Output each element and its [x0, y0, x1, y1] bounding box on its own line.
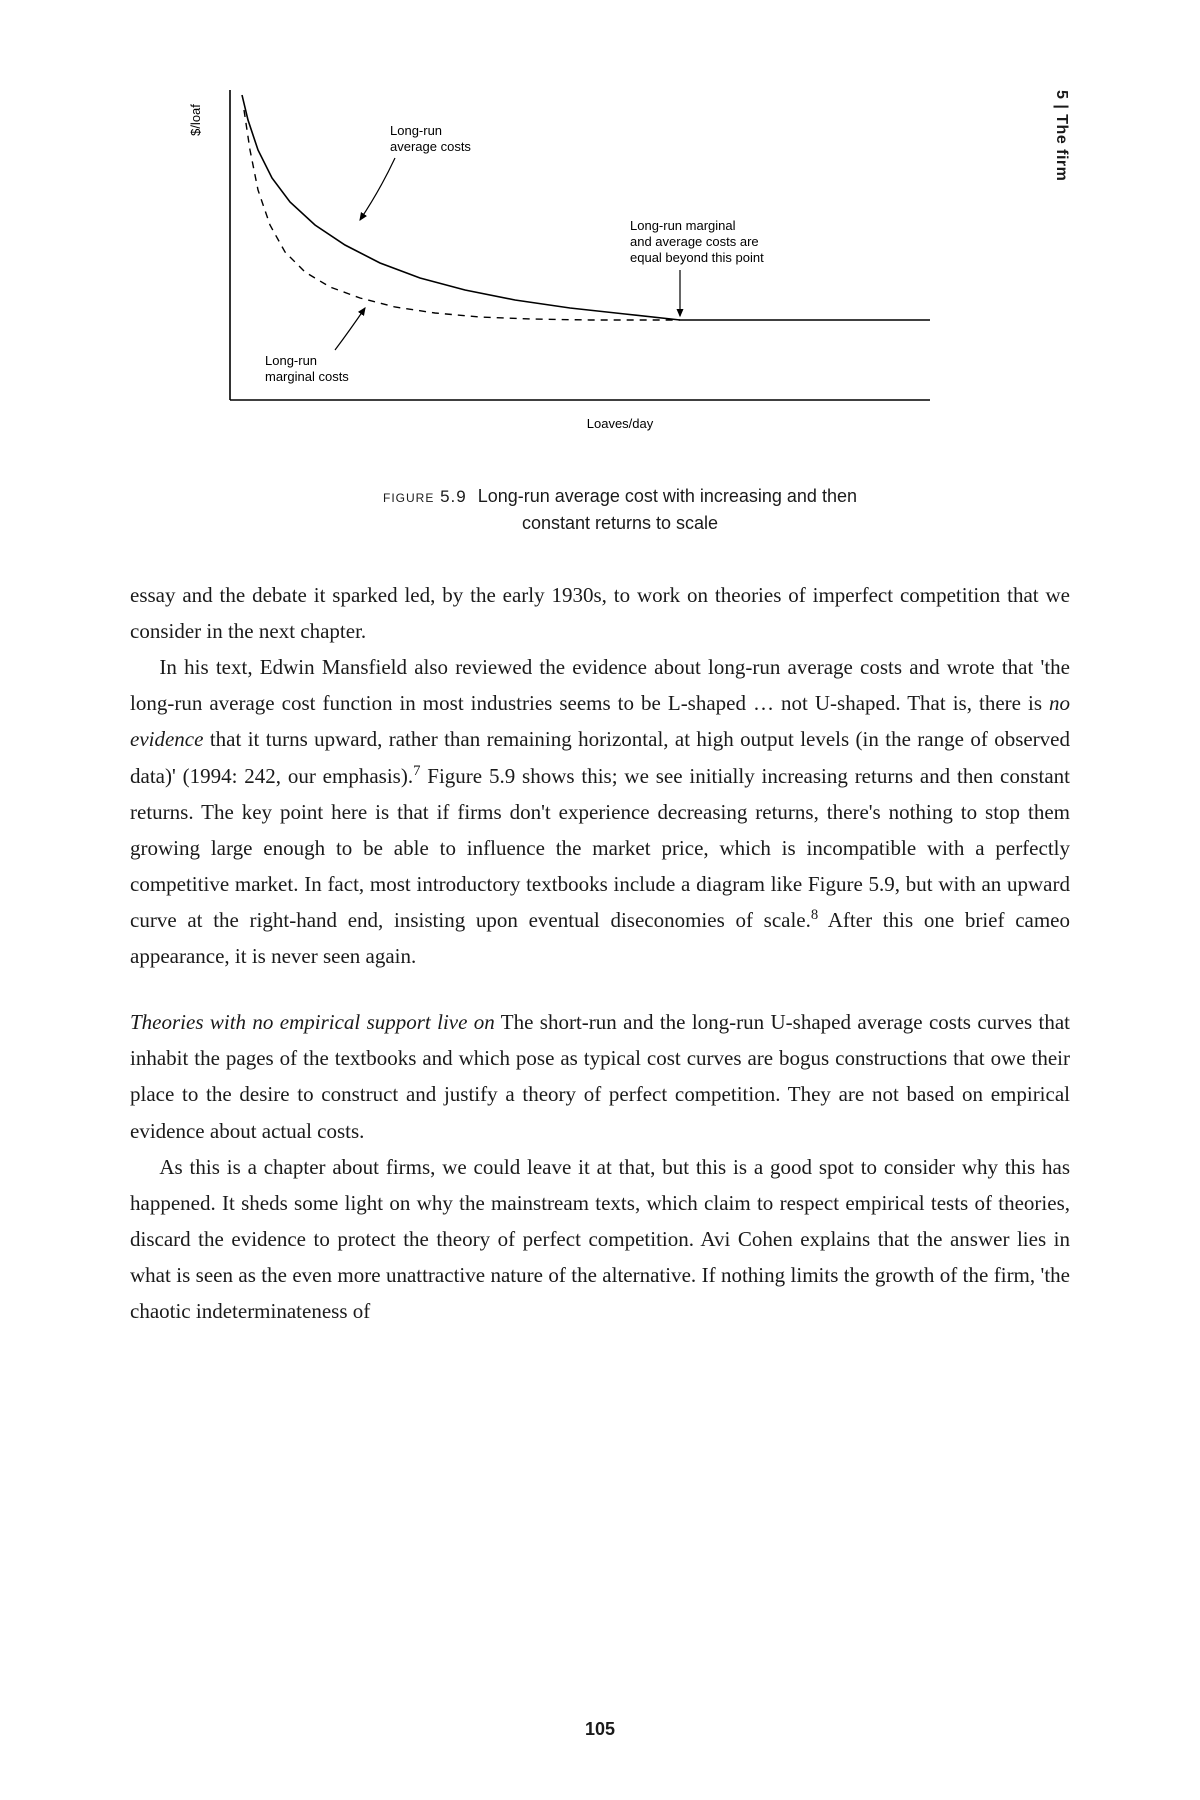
figure-caption: figure 5.9 Long-run average cost with in… — [170, 483, 1070, 537]
running-head: 5 | The firm — [1052, 90, 1070, 181]
figure-5-9: $/loafLoaves/dayLong-runaverage costsLon… — [170, 80, 1070, 537]
cost-curves-chart: $/loafLoaves/dayLong-runaverage costsLon… — [170, 80, 950, 450]
svg-text:marginal costs: marginal costs — [265, 369, 349, 384]
svg-text:and average costs are: and average costs are — [630, 234, 759, 249]
svg-text:Loaves/day: Loaves/day — [587, 416, 654, 431]
section-lead: Theories with no empirical support live … — [130, 1010, 495, 1034]
page-number: 105 — [0, 1719, 1200, 1740]
svg-text:Long-run marginal: Long-run marginal — [630, 218, 736, 233]
section-break — [130, 974, 1070, 1004]
paragraph-3: Theories with no empirical support live … — [130, 1004, 1070, 1148]
page: 5 | The firm $/loafLoaves/dayLong-runave… — [0, 0, 1200, 1800]
paragraph-4: As this is a chapter about firms, we cou… — [130, 1149, 1070, 1330]
paragraph-2: In his text, Edwin Mansfield also review… — [130, 649, 1070, 974]
figure-caption-line2: constant returns to scale — [522, 513, 718, 533]
paragraph-1: essay and the debate it sparked led, by … — [130, 577, 1070, 649]
svg-text:average costs: average costs — [390, 139, 471, 154]
figure-number: figure 5.9 — [383, 487, 467, 506]
svg-text:Long-run: Long-run — [390, 123, 442, 138]
svg-text:$/loaf: $/loaf — [188, 104, 203, 136]
svg-text:equal beyond this point: equal beyond this point — [630, 250, 764, 265]
body-text: essay and the debate it sparked led, by … — [130, 577, 1070, 1329]
svg-text:Long-run: Long-run — [265, 353, 317, 368]
figure-caption-line1: Long-run average cost with increasing an… — [478, 486, 857, 506]
